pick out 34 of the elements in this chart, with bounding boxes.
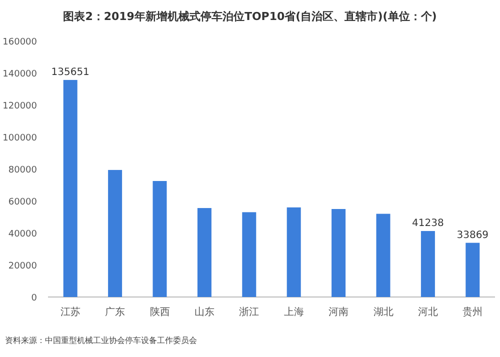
y-tick-label: 140000 (2, 70, 38, 80)
x-tick-label: 湖北 (373, 306, 394, 318)
bar (332, 209, 346, 297)
x-tick-label: 浙江 (239, 306, 260, 318)
y-tick-label: 80000 (8, 166, 38, 176)
bar (108, 170, 122, 297)
text: 资料来源：中国重型机械工业协会停车设备工作委员会 (5, 336, 197, 345)
bar (466, 242, 480, 297)
y-tick-label: 100000 (2, 134, 38, 144)
x-tick-label: 贵州 (462, 306, 483, 318)
x-tick-label: 河北 (418, 306, 438, 318)
data-label: 33869 (456, 230, 489, 241)
bar (152, 181, 167, 297)
x-tick-label: 江苏 (60, 306, 80, 318)
y-tick-label: 40000 (8, 230, 38, 240)
x-tick-label: 陕西 (150, 306, 170, 318)
x-tick-label: 山东 (194, 306, 214, 318)
data-label: 135651 (51, 66, 90, 78)
bar (286, 207, 301, 297)
x-tick-label: 河南 (328, 306, 349, 318)
y-tick-label: 60000 (8, 198, 38, 208)
bar (242, 212, 256, 297)
bar (63, 80, 78, 297)
bar (197, 208, 212, 297)
bar (376, 214, 390, 297)
data-label: 41238 (412, 218, 444, 230)
x-tick-label: 广东 (105, 306, 126, 318)
y-tick-label: 120000 (2, 102, 38, 112)
y-tick-label: 20000 (8, 262, 38, 272)
y-tick-label: 160000 (2, 38, 38, 48)
chart-title: 图表2：2019年新增机械式停车泊位TOP10省(自治区、直辖市)(单位：个) (63, 10, 437, 23)
bar (420, 231, 435, 297)
x-tick-label: 上海 (284, 306, 304, 318)
y-tick-label: 0 (31, 294, 38, 304)
